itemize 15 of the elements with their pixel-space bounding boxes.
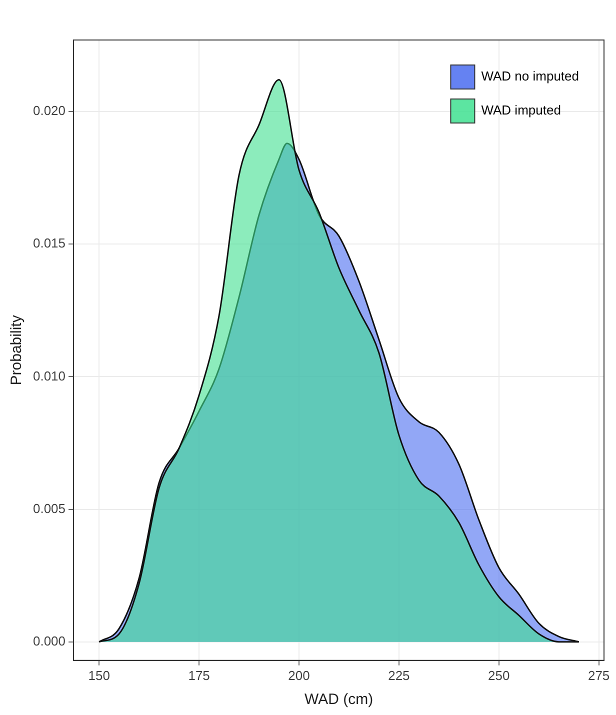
x-tick-label: 275 xyxy=(588,668,610,683)
y-axis-title: Probability xyxy=(8,314,26,386)
y-tick-label: 0.010 xyxy=(32,368,66,384)
legend-label: WAD imputed xyxy=(481,102,561,118)
x-tick-label: 200 xyxy=(288,668,310,683)
legend-label: WAD no imputed xyxy=(481,68,579,84)
x-tick-label: 175 xyxy=(188,668,210,683)
x-tick-label: 150 xyxy=(88,668,110,683)
y-tick-label: 0.005 xyxy=(32,500,66,516)
y-tick-label: 0.020 xyxy=(32,103,66,118)
y-tick-label: 0.000 xyxy=(32,633,66,648)
x-tick-label: 225 xyxy=(388,668,410,683)
x-axis-title: WAD (cm) xyxy=(304,691,374,708)
x-tick-label: 250 xyxy=(488,668,510,683)
y-tick-label: 0.015 xyxy=(32,236,66,251)
